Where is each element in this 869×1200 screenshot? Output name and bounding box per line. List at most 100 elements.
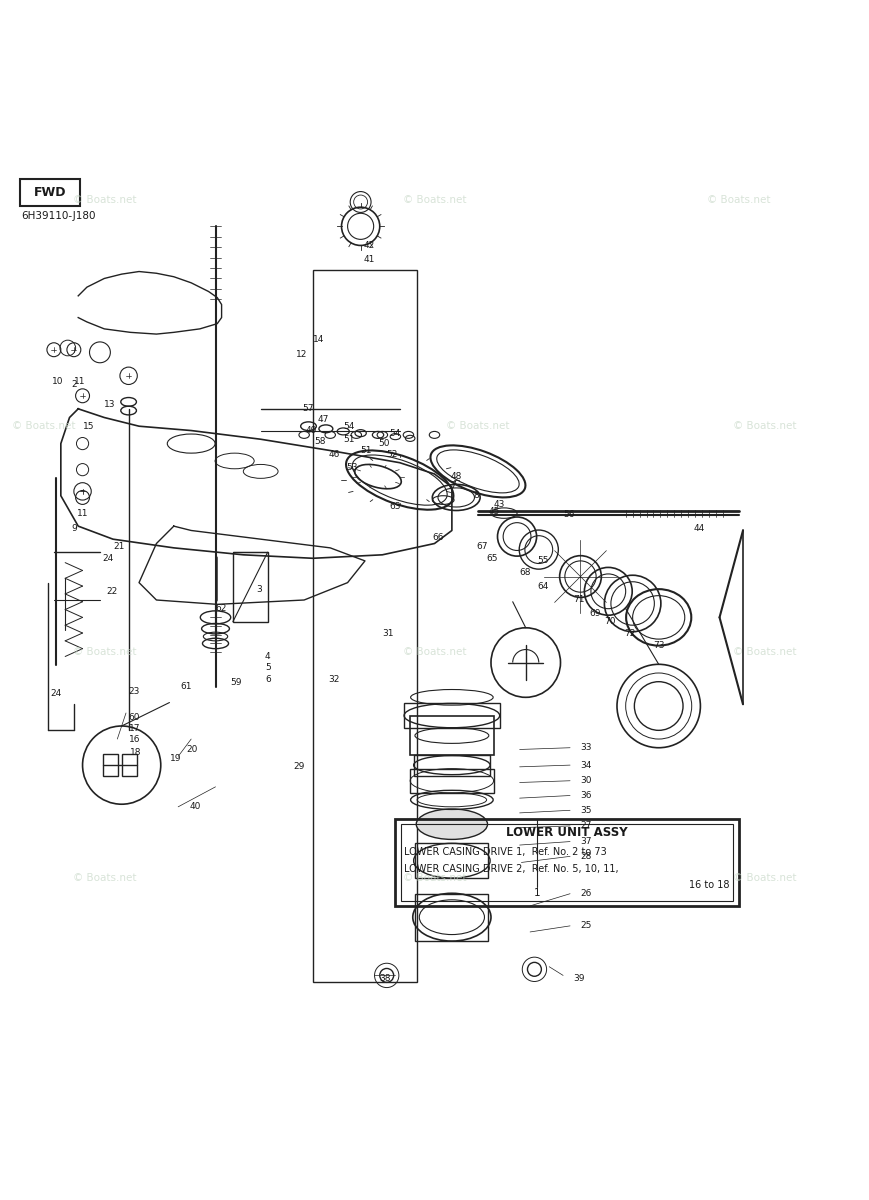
Text: 16: 16 [129,734,140,744]
Text: 20: 20 [187,745,198,754]
Bar [415,844,488,878]
Text: 58: 58 [315,437,326,446]
Text: © Boats.net: © Boats.net [72,874,136,883]
Text: 41: 41 [363,254,375,264]
Text: 71: 71 [574,595,585,605]
Text: 43: 43 [494,500,505,509]
Bar [103,754,118,775]
Text: 61: 61 [181,683,192,691]
Bar [233,552,268,622]
Text: 52: 52 [387,450,398,458]
Text: 36: 36 [580,791,592,800]
Text: 38: 38 [380,973,391,983]
Text: 44: 44 [693,524,705,533]
Text: 63: 63 [389,502,401,511]
Text: 15: 15 [83,421,94,431]
Text: 73: 73 [653,641,665,649]
Text: 48: 48 [450,472,461,481]
Text: 16 to 18: 16 to 18 [689,880,730,890]
Text: 69: 69 [589,608,600,618]
Text: 60: 60 [129,713,140,722]
Text: LOWER UNIT ASSY: LOWER UNIT ASSY [507,826,627,839]
Text: 45: 45 [488,506,500,516]
Text: 14: 14 [313,335,324,343]
Bar [313,270,417,983]
Text: 28: 28 [580,852,592,860]
Text: 19: 19 [170,754,182,763]
Text: 6: 6 [265,676,271,684]
Text: © Boats.net: © Boats.net [706,196,771,205]
Text: 5: 5 [265,664,271,672]
Bar [395,818,739,906]
Bar [404,703,500,727]
Text: 66: 66 [433,533,444,542]
Text: 10: 10 [52,377,63,385]
Text: 39: 39 [574,973,585,983]
Text: 23: 23 [129,686,140,696]
Text: 27: 27 [580,822,592,830]
Text: © Boats.net: © Boats.net [733,874,797,883]
Text: 24: 24 [103,553,114,563]
Text: 72: 72 [624,629,635,637]
Text: 37: 37 [580,838,592,846]
Ellipse shape [416,809,488,840]
Text: 26: 26 [580,889,592,899]
Text: 51: 51 [361,446,372,455]
Text: LOWER CASING DRIVE 1,  Ref. No. 2 to 73: LOWER CASING DRIVE 1, Ref. No. 2 to 73 [404,847,607,857]
Text: 47: 47 [317,415,328,424]
Bar [122,754,137,775]
Text: 54: 54 [389,428,401,438]
Text: © Boats.net: © Boats.net [402,196,467,205]
Text: 31: 31 [382,629,394,637]
Text: © Boats.net: © Boats.net [733,647,797,658]
Text: 3: 3 [256,586,262,594]
Bar [415,894,488,941]
Text: 49: 49 [306,426,317,436]
Text: 53: 53 [346,463,357,473]
Text: 22: 22 [106,587,117,596]
Text: 1: 1 [534,888,541,898]
Text: © Boats.net: © Boats.net [72,647,136,658]
Text: FWD: FWD [34,186,67,199]
Text: 70: 70 [604,617,615,626]
Text: © Boats.net: © Boats.net [402,874,467,883]
Text: 51: 51 [343,434,355,444]
Text: 67: 67 [476,541,488,551]
Text: 18: 18 [130,748,142,756]
Text: 62: 62 [216,604,227,613]
Text: 33: 33 [580,743,592,752]
Text: 11: 11 [76,509,88,517]
Text: 17: 17 [129,724,140,733]
Text: 32: 32 [328,676,340,684]
FancyBboxPatch shape [20,179,80,206]
Text: 35: 35 [580,805,592,815]
Text: 68: 68 [520,568,531,577]
Text: 24: 24 [50,689,62,698]
Text: LOWER CASING DRIVE 2,  Ref. No. 5, 10, 11,: LOWER CASING DRIVE 2, Ref. No. 5, 10, 11… [404,864,619,875]
Text: © Boats.net: © Boats.net [72,196,136,205]
Text: 42: 42 [363,241,375,250]
Text: 12: 12 [295,350,307,360]
Text: 54: 54 [343,421,355,431]
Text: 65: 65 [487,553,498,563]
Text: 64: 64 [537,582,548,592]
Text: 21: 21 [113,541,124,551]
Bar [410,715,494,755]
Text: © Boats.net: © Boats.net [11,421,76,431]
Text: 34: 34 [580,761,592,769]
Text: 50: 50 [378,439,389,448]
Bar [414,755,490,775]
Text: 6H39110-J180: 6H39110-J180 [22,211,96,221]
Text: 7: 7 [450,481,456,490]
Text: 25: 25 [580,922,592,930]
Text: 55: 55 [537,557,548,565]
Text: 13: 13 [104,400,116,409]
Text: © Boats.net: © Boats.net [733,421,797,431]
Text: 40: 40 [189,803,201,811]
Bar [410,768,494,793]
Bar [401,824,733,901]
Text: 9: 9 [71,524,77,533]
Text: © Boats.net: © Boats.net [402,647,467,658]
Text: 8: 8 [474,491,480,500]
Text: 11: 11 [74,377,85,385]
